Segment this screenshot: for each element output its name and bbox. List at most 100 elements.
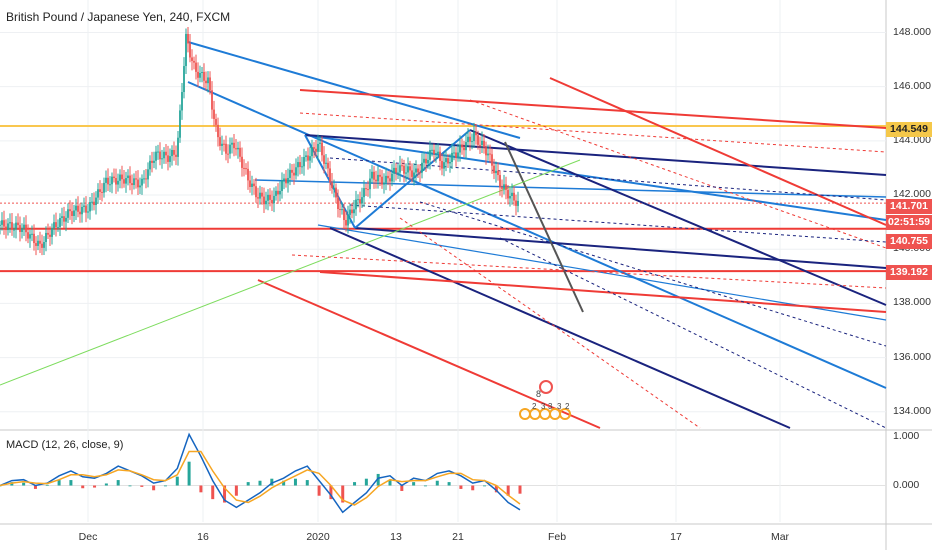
candle-body: [163, 151, 165, 159]
candle-body: [101, 191, 103, 193]
x-tick-label: 17: [670, 531, 682, 543]
candle-body: [215, 118, 217, 125]
candle-body: [413, 172, 415, 177]
candle-body: [311, 147, 313, 157]
candle-body: [331, 182, 333, 188]
candle-body: [477, 135, 479, 145]
candle-body: [213, 109, 215, 119]
candle-body: [183, 66, 185, 93]
candle-body: [83, 205, 85, 207]
candle-body: [149, 160, 151, 170]
candle-body: [501, 187, 503, 189]
candle-body: [479, 144, 481, 146]
candle-body: [323, 155, 325, 164]
macd-histogram-bar: [234, 485, 238, 496]
candle-body: [283, 178, 285, 181]
macd-histogram-bar: [246, 482, 250, 486]
candle-body: [225, 143, 227, 154]
candle-body: [267, 194, 269, 201]
candle-body: [33, 233, 35, 244]
candle-body: [345, 219, 347, 226]
candle-body: [507, 189, 509, 199]
candle-body: [357, 199, 359, 201]
candle-body: [511, 192, 513, 197]
trend-line: [187, 81, 887, 389]
annotation-label: 2: [565, 402, 570, 411]
candle-body: [353, 209, 355, 214]
candle-body: [487, 153, 489, 156]
macd-histogram-bar: [270, 478, 274, 486]
candle-body: [31, 233, 33, 235]
candle-body: [337, 197, 339, 209]
candle-body: [161, 158, 163, 160]
trend-line: [304, 134, 887, 221]
annotation-label: 8: [536, 389, 542, 399]
candle-body: [131, 183, 133, 186]
candle-body: [321, 142, 323, 156]
candle-body: [379, 174, 381, 177]
candle-body: [151, 160, 153, 163]
candle-body: [453, 152, 455, 154]
candle-body: [219, 137, 221, 146]
candle-body: [489, 153, 491, 155]
candle-body: [25, 224, 27, 233]
candle-body: [227, 153, 229, 155]
candle-body: [419, 172, 421, 174]
candle-body: [209, 77, 211, 91]
candle-body: [121, 174, 123, 180]
macd-histogram-bar: [494, 485, 498, 493]
candle-body: [433, 149, 435, 154]
candle-body: [127, 175, 129, 179]
candle-body: [65, 217, 67, 222]
macd-histogram-bar: [506, 485, 510, 496]
candle-body: [57, 227, 59, 229]
candle-body: [177, 137, 179, 157]
macd-histogram-bar: [459, 485, 463, 489]
candle-body: [325, 162, 327, 164]
candle-body: [205, 80, 207, 84]
candle-body: [241, 156, 243, 168]
candle-body: [423, 158, 425, 163]
macd-histogram-bar: [483, 485, 487, 487]
candle-body: [45, 232, 47, 243]
candle-body: [245, 168, 247, 170]
macd-histogram-bar: [329, 485, 333, 500]
candle-body: [343, 209, 345, 220]
candle-body: [493, 165, 495, 174]
candle-body: [449, 161, 451, 164]
x-tick-label: Mar: [770, 531, 790, 543]
candle-body: [51, 228, 53, 237]
candle-body: [369, 178, 371, 190]
candle-body: [189, 43, 191, 58]
candle-body: [3, 220, 5, 227]
macd-histogram-bar: [152, 485, 156, 491]
macd-histogram-bar: [116, 480, 120, 486]
candle-body: [355, 199, 357, 210]
x-tick-label: 2020: [306, 531, 330, 543]
macd-histogram-bar: [223, 485, 227, 503]
candle-body: [21, 228, 23, 232]
candle-body: [457, 152, 459, 158]
earnings-marker: [559, 408, 571, 420]
candle-body: [157, 151, 159, 153]
candle-body: [155, 151, 157, 161]
y-tick-label: 146.000: [893, 79, 931, 92]
candle-body: [229, 144, 231, 154]
macd-histogram-bar: [57, 480, 61, 486]
candle-body: [259, 192, 261, 199]
candle-body: [23, 224, 25, 229]
candle-body: [61, 216, 63, 218]
candle-body: [7, 223, 9, 231]
candle-body: [5, 226, 7, 231]
candle-body: [381, 176, 383, 185]
candle-body: [483, 140, 485, 148]
candle-body: [159, 151, 161, 160]
candle-body: [137, 179, 139, 188]
macd-histogram-bar: [258, 480, 262, 486]
candle-body: [75, 205, 77, 211]
candle-body: [481, 140, 483, 146]
candle-body: [475, 132, 477, 136]
x-tick-label: 16: [197, 531, 209, 543]
candle-body: [41, 243, 43, 248]
